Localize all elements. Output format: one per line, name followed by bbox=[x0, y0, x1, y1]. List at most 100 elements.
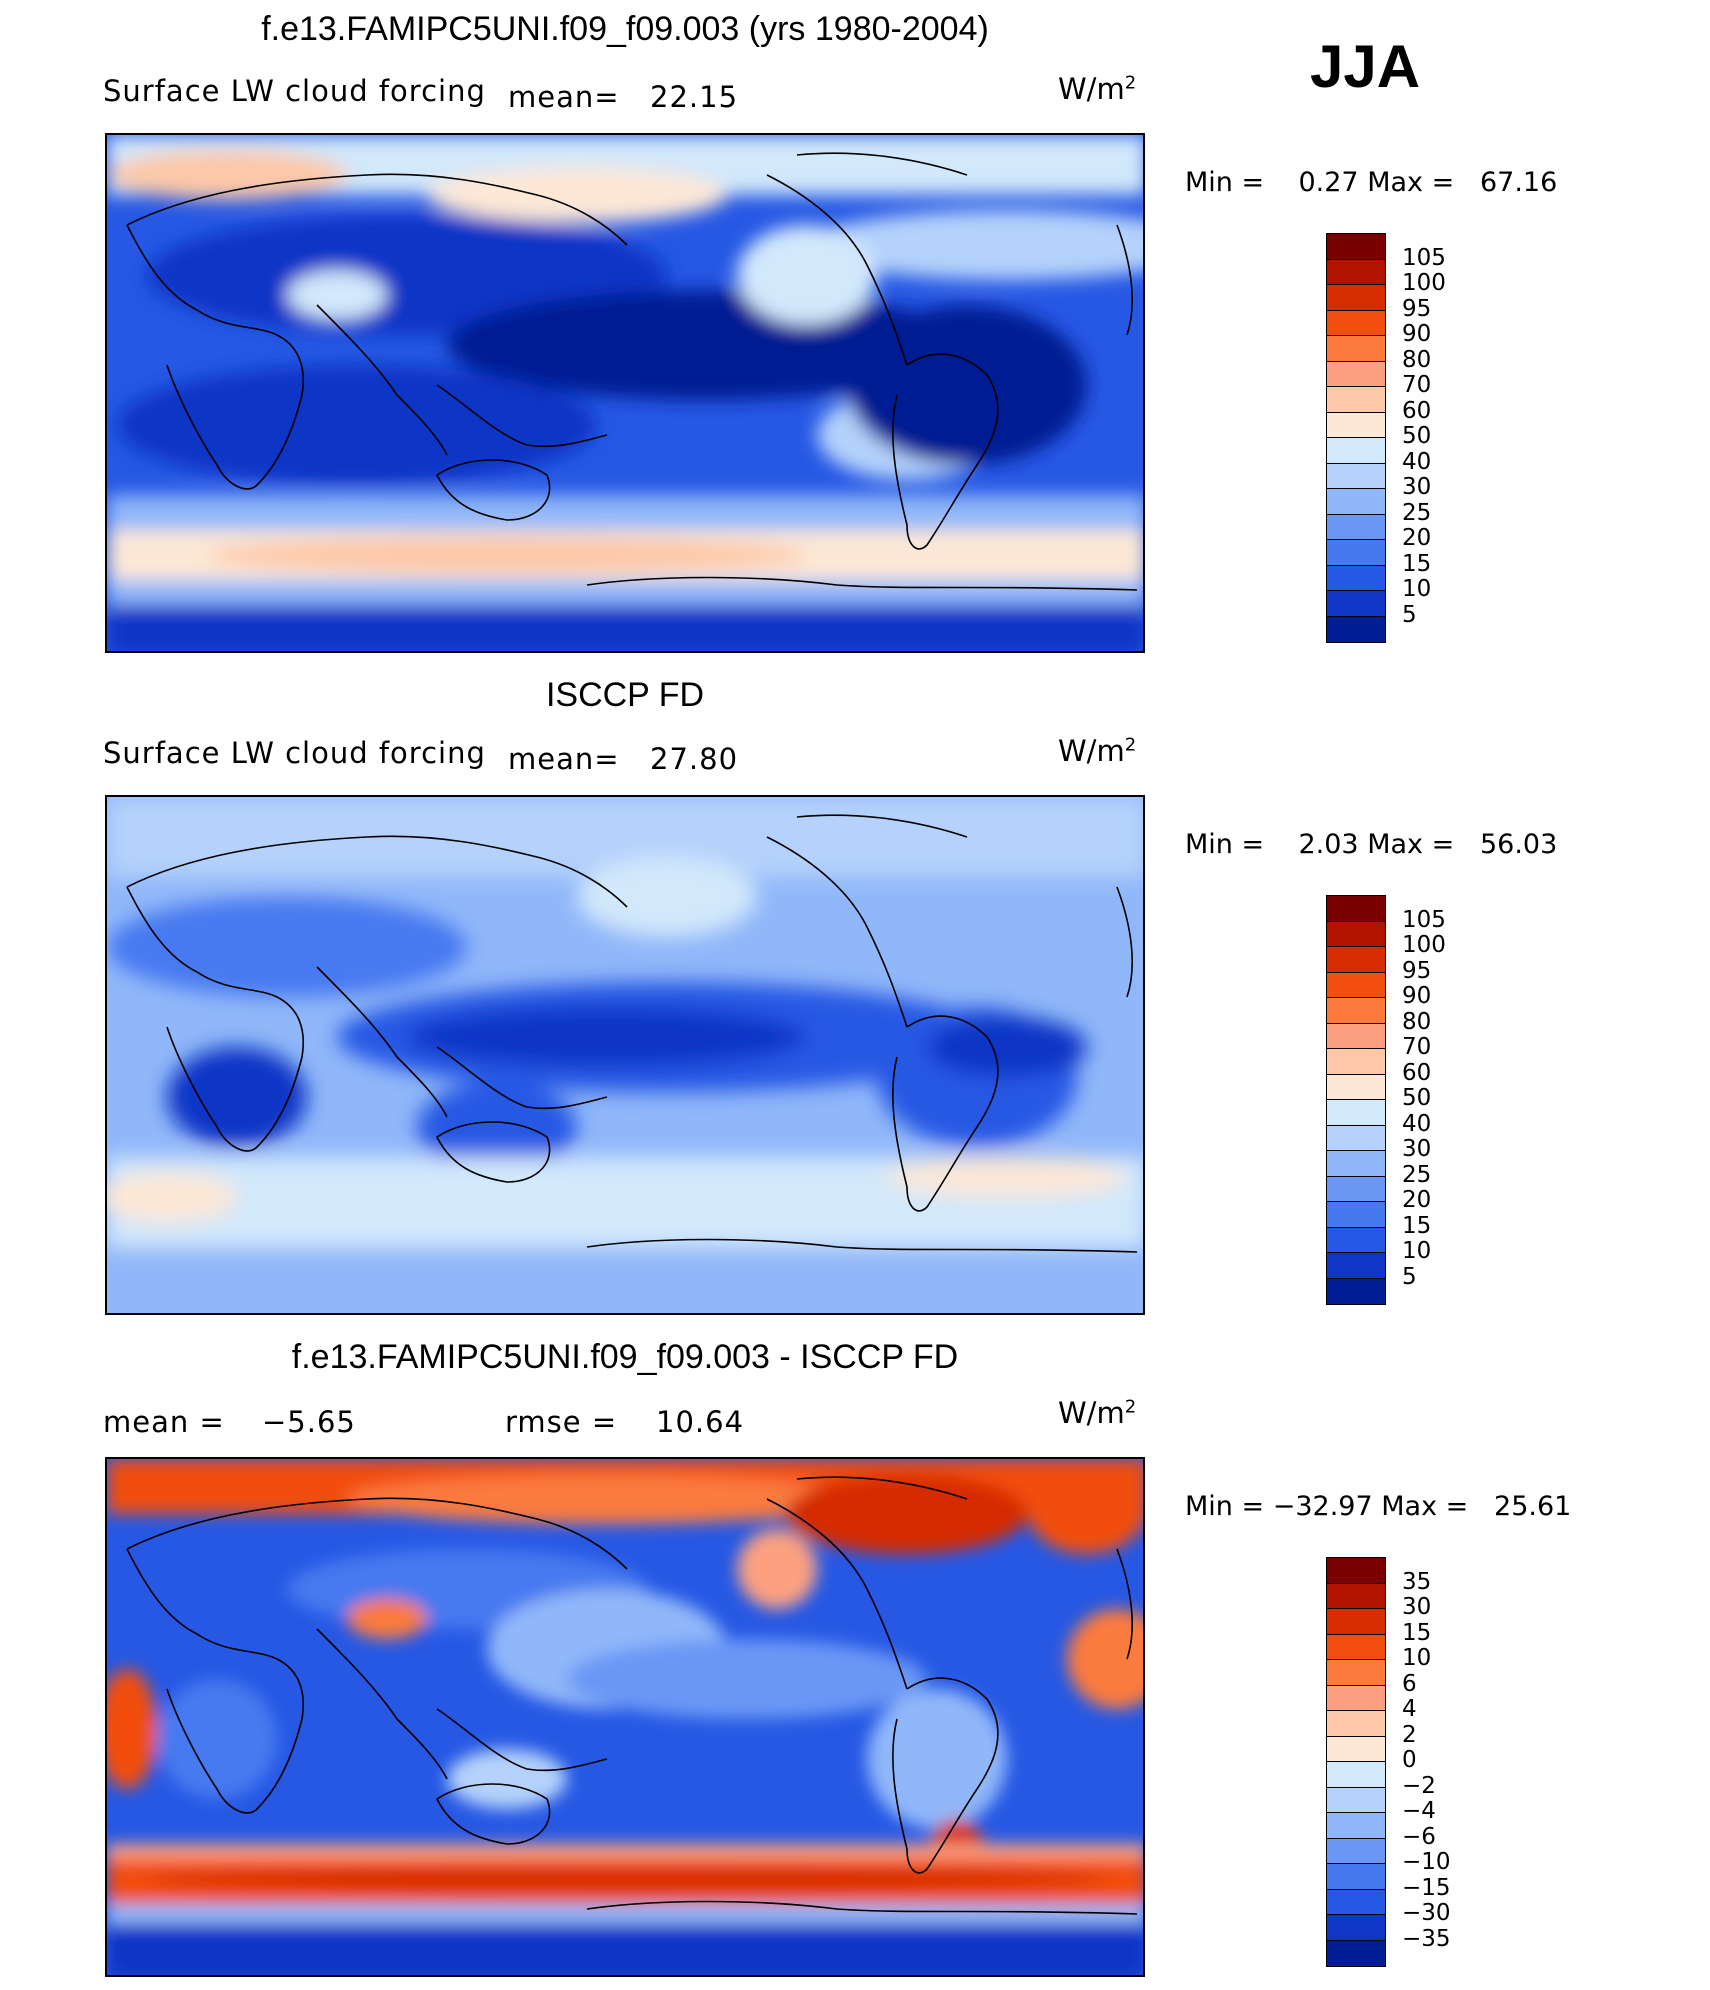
panel-2-mean-value: 27.80 bbox=[650, 742, 739, 776]
colorbar-swatch bbox=[1327, 565, 1385, 591]
colorbar-swatch bbox=[1327, 1278, 1385, 1304]
colorbar-tick-label: 10 bbox=[1402, 1238, 1432, 1264]
colorbar-tick-label: 2 bbox=[1402, 1721, 1417, 1748]
colorbar-tick-label: −30 bbox=[1402, 1900, 1451, 1926]
colorbar-swatch bbox=[1327, 1558, 1385, 1584]
colorbar-tick-label: 0 bbox=[1402, 1747, 1417, 1773]
colorbar-swatch bbox=[1327, 1711, 1385, 1737]
colorbar-tick-label: 40 bbox=[1402, 1110, 1432, 1137]
panel-3-rmse-value: 10.64 bbox=[656, 1405, 745, 1439]
colorbar-swatch bbox=[1327, 1151, 1385, 1177]
colorbar-tick-label: 30 bbox=[1402, 474, 1432, 500]
colorbar-tick-label: 100 bbox=[1402, 270, 1446, 296]
colorbar-tick-label: 50 bbox=[1402, 423, 1432, 449]
colorbar-swatch bbox=[1327, 1049, 1385, 1075]
colorbar-swatch bbox=[1327, 1762, 1385, 1788]
colorbar-tick-label: 20 bbox=[1402, 525, 1432, 551]
colorbar-swatch bbox=[1327, 285, 1385, 311]
colorbar-tick-label: 100 bbox=[1402, 932, 1446, 958]
colorbar-swatch bbox=[1327, 1253, 1385, 1279]
panel-3-mean-value: −5.65 bbox=[262, 1405, 356, 1439]
colorbar-swatch bbox=[1327, 1736, 1385, 1762]
colorbar-tick-label: 15 bbox=[1402, 550, 1432, 577]
colorbar-swatch bbox=[1327, 514, 1385, 540]
panel-3-map bbox=[105, 1457, 1145, 1977]
colorbar-tick-label: −10 bbox=[1402, 1849, 1451, 1875]
panel-1-units: W/m2 bbox=[1058, 72, 1137, 106]
colorbar-swatch bbox=[1327, 616, 1385, 642]
colorbar-tick-label: 25 bbox=[1402, 499, 1432, 526]
colorbar-swatch bbox=[1327, 1176, 1385, 1202]
colorbar-tick-label: 20 bbox=[1402, 1187, 1432, 1213]
colorbar-tick-label: 90 bbox=[1402, 321, 1432, 347]
panel-1-mean-label: mean= bbox=[508, 80, 620, 114]
colorbar-tick-label: 50 bbox=[1402, 1085, 1432, 1111]
colorbar-swatch bbox=[1327, 1583, 1385, 1609]
colorbar-tick-label: 30 bbox=[1402, 1594, 1432, 1620]
colorbar-swatch bbox=[1327, 310, 1385, 336]
panel-2-colorbar bbox=[1326, 895, 1386, 1305]
colorbar-tick-label: 10 bbox=[1402, 576, 1432, 602]
panel-2-map bbox=[105, 795, 1145, 1315]
colorbar-tick-label: 15 bbox=[1402, 1619, 1432, 1646]
colorbar-tick-label: 80 bbox=[1402, 1008, 1432, 1035]
panel-2-title: ISCCP FD bbox=[545, 676, 705, 714]
colorbar-tick-label: 105 bbox=[1402, 906, 1446, 933]
colorbar-tick-label: 95 bbox=[1402, 957, 1432, 984]
colorbar-swatch bbox=[1327, 1864, 1385, 1890]
colorbar-swatch bbox=[1327, 1100, 1385, 1126]
colorbar-tick-label: 30 bbox=[1402, 1136, 1432, 1162]
colorbar-swatch bbox=[1327, 234, 1385, 260]
panel-3-units: W/m2 bbox=[1058, 1396, 1137, 1430]
colorbar-tick-label: −15 bbox=[1402, 1874, 1451, 1901]
colorbar-swatch bbox=[1327, 412, 1385, 438]
colorbar-swatch bbox=[1327, 1634, 1385, 1660]
colorbar-tick-label: 5 bbox=[1402, 601, 1417, 628]
colorbar-tick-label: −35 bbox=[1402, 1925, 1451, 1952]
colorbar-tick-label: 25 bbox=[1402, 1161, 1432, 1188]
panel-2-variable: Surface LW cloud forcing bbox=[103, 736, 486, 770]
panel-3-mean-label: mean = bbox=[103, 1405, 225, 1439]
colorbar-swatch bbox=[1327, 1074, 1385, 1100]
colorbar-tick-label: 80 bbox=[1402, 346, 1432, 373]
colorbar-swatch bbox=[1327, 972, 1385, 998]
colorbar-tick-label: 5 bbox=[1402, 1263, 1417, 1290]
colorbar-tick-label: 70 bbox=[1402, 1034, 1432, 1060]
colorbar-swatch bbox=[1327, 336, 1385, 362]
colorbar-swatch bbox=[1327, 1227, 1385, 1253]
colorbar-tick-label: 60 bbox=[1402, 1059, 1432, 1086]
colorbar-swatch bbox=[1327, 896, 1385, 922]
colorbar-swatch bbox=[1327, 591, 1385, 617]
colorbar-tick-label: −2 bbox=[1402, 1772, 1436, 1799]
panel-1-variable: Surface LW cloud forcing bbox=[103, 74, 486, 108]
colorbar-tick-label: 35 bbox=[1402, 1568, 1432, 1595]
colorbar-tick-label: 40 bbox=[1402, 448, 1432, 475]
colorbar-swatch bbox=[1327, 540, 1385, 566]
colorbar-swatch bbox=[1327, 921, 1385, 947]
panel-3-minmax: Min = −32.97 Max = 25.61 bbox=[1185, 1491, 1572, 1522]
colorbar-tick-label: 6 bbox=[1402, 1670, 1417, 1697]
colorbar-swatch bbox=[1327, 361, 1385, 387]
colorbar-swatch bbox=[1327, 259, 1385, 285]
colorbar-swatch bbox=[1327, 1685, 1385, 1711]
colorbar-swatch bbox=[1327, 1125, 1385, 1151]
colorbar-swatch bbox=[1327, 1838, 1385, 1864]
colorbar-swatch bbox=[1327, 1023, 1385, 1049]
colorbar-swatch bbox=[1327, 1940, 1385, 1966]
colorbar-swatch bbox=[1327, 1813, 1385, 1839]
colorbar-swatch bbox=[1327, 947, 1385, 973]
panel-3-title: f.e13.FAMIPC5UNI.f09_f09.003 - ISCCP FD bbox=[291, 1338, 959, 1376]
panel-1-title: f.e13.FAMIPC5UNI.f09_f09.003 (yrs 1980-2… bbox=[261, 10, 989, 48]
colorbar-swatch bbox=[1327, 1889, 1385, 1915]
colorbar-swatch bbox=[1327, 1202, 1385, 1228]
panel-1-map bbox=[105, 133, 1145, 653]
colorbar-tick-label: 15 bbox=[1402, 1212, 1432, 1239]
colorbar-swatch bbox=[1327, 463, 1385, 489]
colorbar-tick-label: 90 bbox=[1402, 983, 1432, 1009]
panel-2-units: W/m2 bbox=[1058, 734, 1137, 768]
colorbar-swatch bbox=[1327, 998, 1385, 1024]
colorbar-swatch bbox=[1327, 1609, 1385, 1635]
colorbar-swatch bbox=[1327, 1915, 1385, 1941]
colorbar-tick-label: 10 bbox=[1402, 1645, 1432, 1671]
colorbar-tick-label: −6 bbox=[1402, 1823, 1436, 1850]
